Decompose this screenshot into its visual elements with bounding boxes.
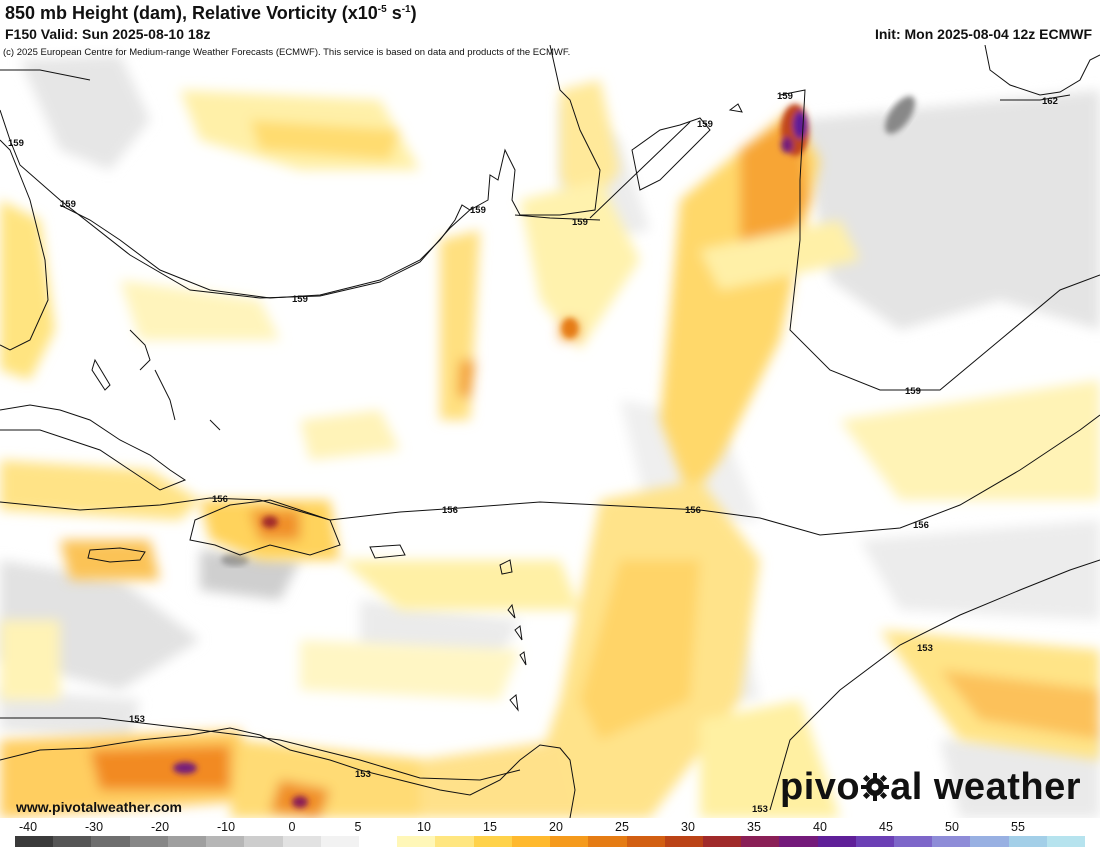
colorbar-swatch bbox=[167, 836, 207, 847]
contour-label: 159 bbox=[8, 138, 24, 149]
colorbar-swatch bbox=[358, 836, 398, 847]
colorbar-swatch bbox=[435, 836, 474, 847]
colorbar-tick-label: 50 bbox=[945, 820, 959, 834]
colorbar-swatch bbox=[932, 836, 971, 847]
colorbar-tick-label: 10 bbox=[417, 820, 431, 834]
colorbar-tick-label: 15 bbox=[483, 820, 497, 834]
gear-icon bbox=[861, 773, 890, 801]
init-time: Init: Mon 2025-08-04 12z ECMWF bbox=[874, 26, 1092, 42]
colorbar-swatch bbox=[855, 836, 895, 847]
colorbar-swatch bbox=[53, 836, 92, 847]
contour-label: 156 bbox=[913, 520, 929, 531]
positive-vorticity-areas bbox=[0, 80, 1100, 818]
contour-label: 153 bbox=[752, 804, 768, 815]
colorbar-swatch bbox=[702, 836, 742, 847]
contour-label: 153 bbox=[129, 714, 145, 725]
colorbar-swatch bbox=[588, 836, 627, 847]
contour-label: 159 bbox=[60, 199, 76, 210]
colorbar-tick-label: -30 bbox=[84, 820, 104, 834]
colorbar-ticks: -40 -30 -20 -10 0 5 10 15 20 25 30 35 40 45 50 55 bbox=[0, 818, 1100, 836]
colorbar-tick-label: 45 bbox=[879, 820, 893, 834]
contour-label: 153 bbox=[917, 643, 933, 654]
colorbar-tick-label: 30 bbox=[681, 820, 695, 834]
vorticity-field: 159 159 159 159 159 159 162 159 156 156 … bbox=[0, 45, 1100, 818]
colorbar-tick-label: -40 bbox=[18, 820, 38, 834]
colorbar-tick-label: 55 bbox=[1011, 820, 1025, 834]
contour-label: 156 bbox=[212, 494, 228, 505]
colorbar-swatch bbox=[626, 836, 665, 847]
colorbar-tick-label: 0 bbox=[288, 820, 296, 834]
forecast-map[interactable]: 159 159 159 159 159 159 162 159 156 156 … bbox=[0, 45, 1100, 818]
colorbar-swatch bbox=[91, 836, 130, 847]
colorbar-tick-label: 20 bbox=[549, 820, 563, 834]
colorbar-swatch bbox=[894, 836, 933, 847]
copyright-notice: (c) 2025 European Centre for Medium-rang… bbox=[3, 47, 571, 58]
contour-label: 156 bbox=[442, 505, 458, 516]
colorbar-tick-label: -20 bbox=[150, 820, 170, 834]
colorbar-swatch bbox=[779, 836, 818, 847]
colorbar-swatch bbox=[15, 836, 54, 847]
contour-label: 159 bbox=[697, 119, 713, 130]
colorbar-swatch bbox=[320, 836, 359, 847]
contour-label: 159 bbox=[572, 217, 588, 228]
colorbar-swatch bbox=[473, 836, 512, 847]
contour-label: 159 bbox=[777, 91, 793, 102]
colorbar-tick-label: 5 bbox=[354, 820, 362, 834]
contour-label: 153 bbox=[355, 769, 371, 780]
valid-time: F150 Valid: Sun 2025-08-10 18z bbox=[5, 26, 211, 42]
contour-label: 159 bbox=[292, 294, 308, 305]
coastlines bbox=[0, 45, 1100, 818]
colorbar-tick-label: 25 bbox=[615, 820, 629, 834]
colorbar-swatch bbox=[550, 836, 589, 847]
colorbar-swatch bbox=[970, 836, 1009, 847]
colorbar-swatch bbox=[282, 836, 321, 847]
contour-label: 159 bbox=[905, 386, 921, 397]
colorbar-tick-label: 40 bbox=[813, 820, 827, 834]
colorbar-tick-label: 35 bbox=[747, 820, 761, 834]
website-link[interactable]: www.pivotalweather.com bbox=[16, 799, 182, 815]
colorbar-swatch bbox=[1008, 836, 1047, 847]
colorbar-swatch bbox=[664, 836, 703, 847]
colorbar-swatch bbox=[206, 836, 245, 847]
colorbar bbox=[15, 836, 1086, 847]
contour-label: 159 bbox=[470, 205, 486, 216]
colorbar-tick-label: -10 bbox=[216, 820, 236, 834]
colorbar-swatch bbox=[817, 836, 856, 847]
map-header: 850 mb Height (dam), Relative Vorticity … bbox=[0, 0, 1100, 46]
contour-labels: 159 159 159 159 159 159 162 159 156 156 … bbox=[8, 96, 1058, 815]
colorbar-swatch bbox=[244, 836, 283, 847]
colorbar-swatch bbox=[129, 836, 168, 847]
contour-label: 162 bbox=[1042, 96, 1058, 107]
colorbar-swatch bbox=[397, 836, 436, 847]
brand-logo: pivo al weather bbox=[780, 766, 1081, 808]
contour-label: 156 bbox=[685, 505, 701, 516]
colorbar-swatch bbox=[511, 836, 551, 847]
height-contours bbox=[0, 89, 1100, 811]
map-title: 850 mb Height (dam), Relative Vorticity … bbox=[5, 3, 417, 23]
colorbar-swatch bbox=[741, 836, 780, 847]
colorbar-swatch bbox=[1046, 836, 1086, 847]
